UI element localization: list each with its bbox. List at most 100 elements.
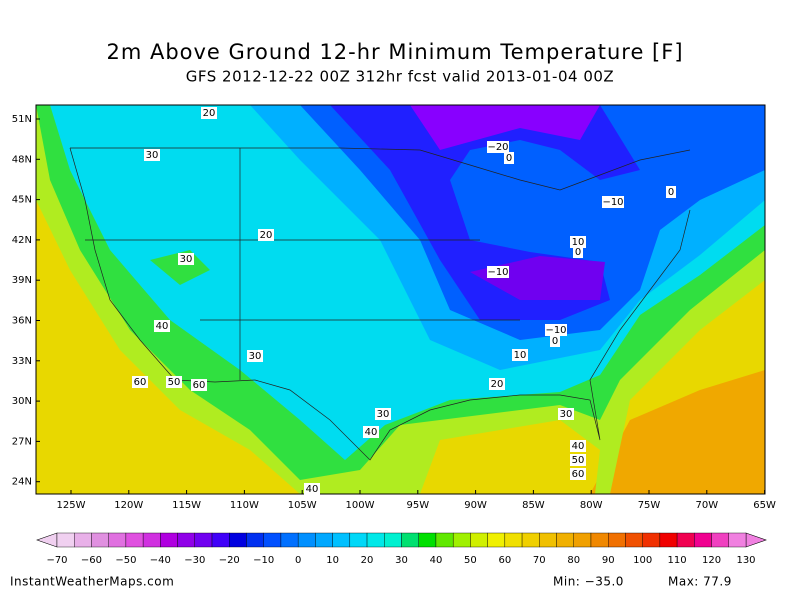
contour-label-box bbox=[570, 454, 586, 466]
lon-label: 95W bbox=[406, 500, 429, 511]
max-value: Max: 77.9 bbox=[668, 575, 732, 589]
colorbar-box bbox=[435, 532, 454, 548]
contour-label: 10 bbox=[514, 350, 527, 361]
contour-label: 40 bbox=[306, 484, 319, 495]
colorbar-box bbox=[728, 532, 747, 548]
colorbar-end bbox=[36, 532, 58, 548]
colorbar-label: 130 bbox=[736, 555, 755, 566]
colorbar-label: 20 bbox=[361, 555, 374, 566]
contour-label: −10 bbox=[602, 197, 623, 208]
contour-label-box bbox=[191, 379, 207, 391]
colorbar-label: 50 bbox=[464, 555, 477, 566]
contour-label: 30 bbox=[377, 409, 390, 420]
colorbar-label: 120 bbox=[702, 555, 721, 566]
colorbar-box bbox=[608, 532, 626, 548]
colorbar-box bbox=[676, 532, 695, 548]
colorbar-box bbox=[56, 532, 75, 548]
contour-label-box bbox=[504, 152, 514, 164]
contour-label: 20 bbox=[491, 379, 504, 390]
contour-label-box bbox=[558, 408, 574, 420]
map-frame bbox=[35, 104, 766, 495]
colorbar-box bbox=[246, 532, 264, 548]
contour-label-box bbox=[512, 349, 528, 361]
contour-label: 0 bbox=[575, 247, 581, 258]
colorbar-box bbox=[74, 532, 92, 548]
lon-label: 105W bbox=[288, 500, 317, 511]
contour-label: 30 bbox=[146, 150, 159, 161]
colorbar-label: 80 bbox=[567, 555, 580, 566]
lon-label: 65W bbox=[753, 500, 776, 511]
contour-label-box bbox=[602, 196, 624, 208]
lat-label: 42N bbox=[12, 235, 32, 246]
colorbar-label: 60 bbox=[498, 555, 511, 566]
contour-label: −10 bbox=[487, 267, 508, 278]
lat-label: 48N bbox=[12, 154, 32, 165]
colorbar-box bbox=[521, 532, 540, 548]
colorbar-label: 100 bbox=[633, 555, 652, 566]
colorbar-box bbox=[470, 532, 488, 548]
contour-label-box bbox=[201, 107, 217, 119]
contour-label: 60 bbox=[134, 377, 147, 388]
colorbar-box bbox=[452, 532, 471, 548]
colorbar-box bbox=[91, 532, 109, 548]
contour-label: 40 bbox=[572, 441, 585, 452]
contour-label-box bbox=[487, 141, 509, 153]
colorbar-label: 70 bbox=[533, 555, 546, 566]
contour-label-box bbox=[570, 236, 586, 248]
contour-label-box bbox=[545, 324, 567, 336]
colorbar-label: −40 bbox=[150, 555, 171, 566]
contour-label: 20 bbox=[203, 108, 216, 119]
contour-label: 40 bbox=[365, 427, 378, 438]
colorbar-box bbox=[297, 532, 316, 548]
contour-label-box bbox=[573, 246, 583, 258]
contour-label: 40 bbox=[156, 321, 169, 332]
contour-label-box bbox=[178, 253, 194, 265]
lat-label: 33N bbox=[12, 356, 32, 367]
colorbar-box bbox=[642, 532, 661, 548]
lon-label: 100W bbox=[346, 500, 375, 511]
contour-label-box bbox=[375, 408, 391, 420]
site-credit: InstantWeatherMaps.com bbox=[10, 575, 174, 589]
colorbar-label: −50 bbox=[115, 555, 136, 566]
contour-label: 20 bbox=[260, 230, 273, 241]
contour-label: 50 bbox=[572, 455, 585, 466]
contour-label-box bbox=[132, 376, 148, 388]
lat-label: 45N bbox=[12, 195, 32, 206]
colorbar-label: −70 bbox=[46, 555, 67, 566]
contour-label-box bbox=[247, 350, 263, 362]
contour-label: 0 bbox=[552, 336, 558, 347]
colorbar-box bbox=[384, 532, 402, 548]
contour-label: 0 bbox=[506, 153, 512, 164]
min-value: Min: −35.0 bbox=[553, 575, 624, 589]
colorbar-box bbox=[280, 532, 299, 548]
lat-label: 51N bbox=[12, 114, 32, 125]
colorbar-box bbox=[108, 532, 127, 548]
contour-label-box bbox=[166, 376, 182, 388]
contour-label-box bbox=[570, 440, 586, 452]
temperature-field bbox=[36, 105, 765, 494]
contour-label-box bbox=[487, 266, 509, 278]
colorbar-label: −10 bbox=[253, 555, 274, 566]
colorbar-label: 110 bbox=[668, 555, 687, 566]
colorbar-box bbox=[315, 532, 333, 548]
colorbar-box bbox=[539, 532, 557, 548]
colorbar-label: −20 bbox=[219, 555, 240, 566]
contour-label: 0 bbox=[668, 187, 674, 198]
colorbar-label: 40 bbox=[430, 555, 443, 566]
colorbar-box bbox=[625, 532, 643, 548]
colorbar-label: −60 bbox=[81, 555, 102, 566]
colorbar-box bbox=[125, 532, 144, 548]
lon-label: 125W bbox=[57, 500, 86, 511]
colorbar-box bbox=[556, 532, 574, 548]
contour-label: 30 bbox=[249, 351, 262, 362]
colorbar-label: 30 bbox=[395, 555, 408, 566]
colorbar-label: −30 bbox=[184, 555, 205, 566]
contour-label: 60 bbox=[193, 380, 206, 391]
colorbar-box bbox=[659, 532, 678, 548]
subtitle: GFS 2012-12-22 00Z 312hr fcst valid 2013… bbox=[186, 68, 614, 86]
colorbar-box bbox=[694, 532, 712, 548]
lon-label: 70W bbox=[695, 500, 718, 511]
colorbar-end bbox=[745, 532, 767, 548]
contour-label-box bbox=[304, 483, 320, 495]
